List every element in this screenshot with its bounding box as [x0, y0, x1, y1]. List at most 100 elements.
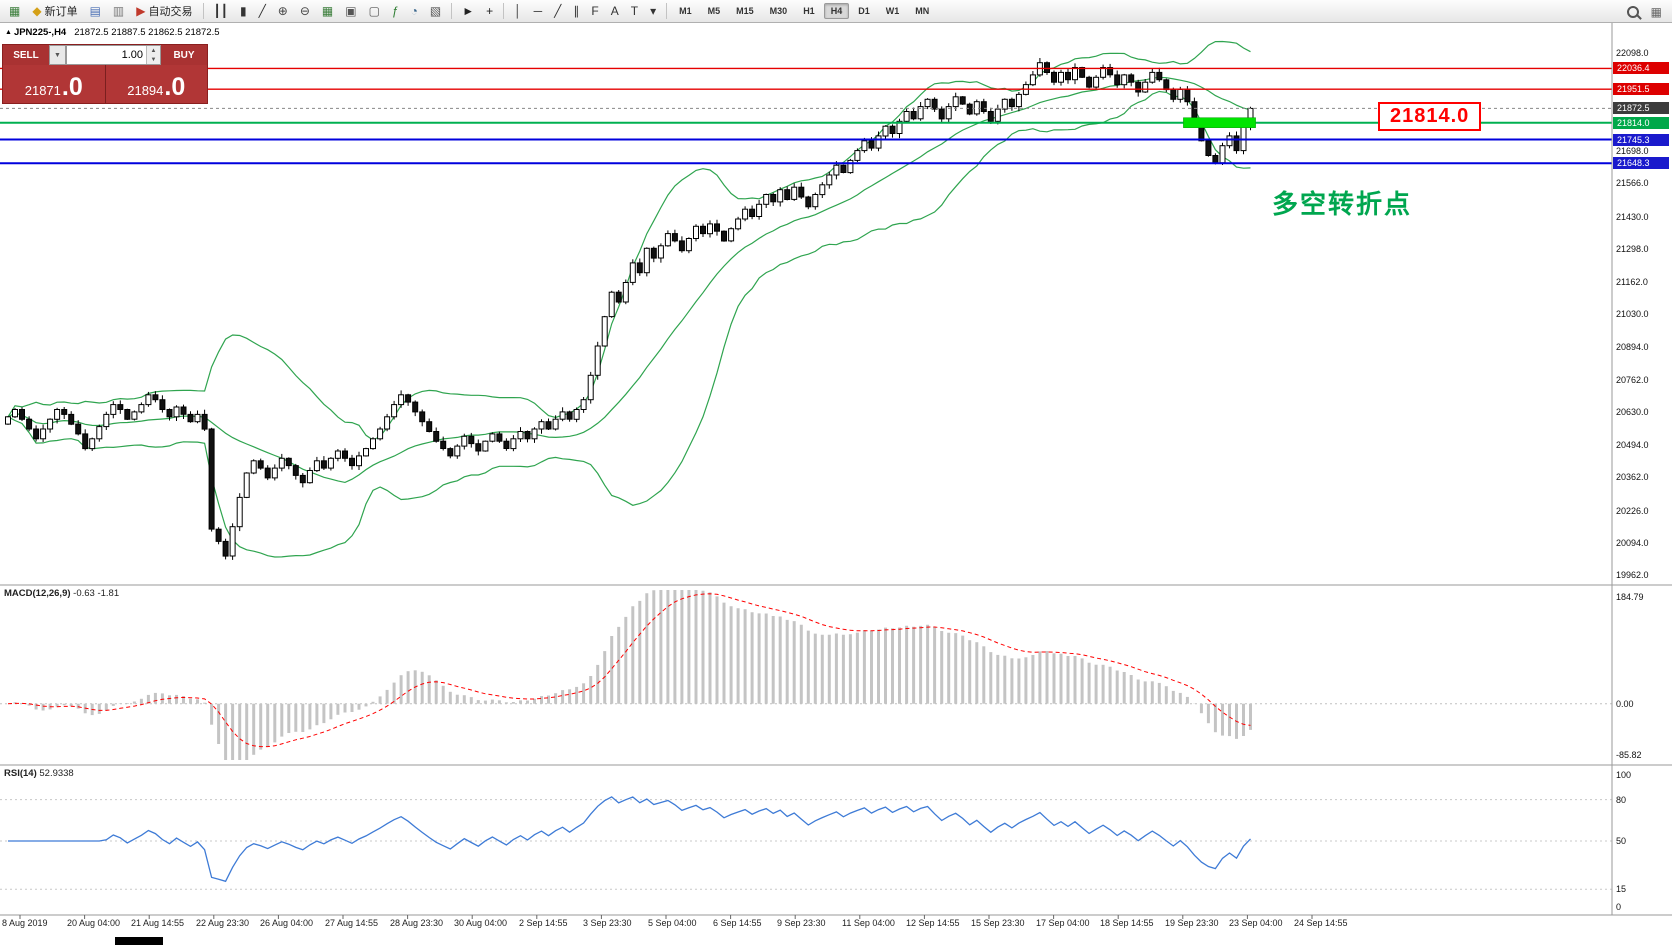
- price-axis-label: 21698.0: [1616, 146, 1649, 156]
- horizontal-line-button[interactable]: ─: [529, 1, 548, 22]
- rsi-axis-label: 100: [1616, 770, 1632, 780]
- price-axis-label: 21162.0: [1616, 277, 1648, 287]
- fibonacci-button[interactable]: F: [586, 1, 603, 22]
- tile-windows-button[interactable]: ▦: [317, 1, 338, 22]
- shapes-dropdown-button[interactable]: ▾: [645, 1, 661, 22]
- price-callout-box[interactable]: 21814.0: [1378, 102, 1482, 131]
- line-chart-icon: ╱: [258, 4, 266, 18]
- timeframe-mn-button[interactable]: MN: [915, 6, 930, 16]
- timeframe-m15-button[interactable]: M15: [736, 6, 754, 16]
- sell-price-main: 21871: [24, 83, 61, 98]
- arrange-windows-icon: ▢: [368, 4, 380, 18]
- timeframe-w1-button[interactable]: W1: [885, 6, 900, 16]
- terminal-button[interactable]: ▦: [4, 1, 25, 22]
- search-icon: [1626, 5, 1639, 18]
- spinner-up-icon[interactable]: ▲: [147, 46, 160, 55]
- price-tag: 22036.4: [1613, 62, 1669, 74]
- channel-button[interactable]: ∥: [568, 1, 584, 22]
- indicators-button[interactable]: ƒ: [387, 1, 404, 22]
- time-axis-label: 30 Aug 04:00: [454, 918, 508, 928]
- price-axis-label: 21430.0: [1616, 212, 1649, 222]
- ohlc-values: 21872.5 21887.5 21862.5 21872.5: [74, 27, 220, 38]
- bar-chart-button[interactable]: ┃┃: [209, 1, 233, 22]
- buy-price-pips: .0: [164, 73, 186, 101]
- volume-input[interactable]: [67, 46, 146, 64]
- vertical-line-icon: │: [514, 4, 522, 18]
- arrow-tool-icon: T: [630, 4, 639, 18]
- horizontal-line-icon: ─: [533, 4, 543, 18]
- candlestick-chart-button[interactable]: ▮: [235, 1, 252, 22]
- timeframe-m30-button[interactable]: M30: [769, 6, 788, 16]
- price-axis-label: 21298.0: [1616, 244, 1649, 254]
- text-label-button[interactable]: A: [606, 1, 624, 22]
- search-button[interactable]: [1622, 1, 1644, 22]
- timeframe-h1-button[interactable]: H1: [803, 6, 815, 16]
- zoom-in-button[interactable]: ⊕: [273, 1, 293, 22]
- price-axis-label: 20762.0: [1616, 375, 1649, 385]
- time-axis-label: 26 Aug 04:00: [260, 918, 314, 928]
- time-axis-label: 20 Aug 04:00: [67, 918, 121, 928]
- templates-icon: ▧: [429, 4, 442, 18]
- macd-axis-label: -85.82: [1616, 750, 1642, 760]
- buy-button[interactable]: BUY: [161, 45, 207, 65]
- scrollbar-thumb[interactable]: [115, 937, 163, 945]
- auto-trading-button[interactable]: ▶ 自动交易: [131, 1, 197, 22]
- spinner-down-icon[interactable]: ▼: [147, 55, 160, 64]
- chart-list-button[interactable]: ▥: [108, 1, 129, 22]
- timeframe-d1-button[interactable]: D1: [858, 6, 870, 16]
- toolbar-separator: [666, 3, 668, 19]
- time-axis-label: 23 Sep 04:00: [1229, 918, 1283, 928]
- zoom-out-button[interactable]: ⊖: [295, 1, 315, 22]
- arrow-tool-button[interactable]: T: [626, 1, 643, 22]
- line-chart-button[interactable]: ╱: [254, 1, 271, 22]
- toolbar-right-group: ▦: [1621, 1, 1668, 22]
- templates-button[interactable]: ▧: [425, 1, 446, 22]
- price-callout-text: 21814.0: [1390, 105, 1470, 127]
- sell-price-pips: .0: [61, 73, 83, 101]
- turning-point-label[interactable]: 多空转折点: [1272, 189, 1413, 219]
- arrange-windows-button[interactable]: ▢: [364, 1, 385, 22]
- time-axis-label: 12 Sep 14:55: [906, 918, 960, 928]
- shapes-dropdown-icon: ▾: [650, 4, 657, 18]
- indicators-icon: ƒ: [391, 4, 399, 18]
- new-order-button[interactable]: ◆ 新订单: [27, 1, 82, 22]
- cascade-windows-button[interactable]: ▣: [340, 1, 361, 22]
- trendline-button[interactable]: ╱: [549, 1, 566, 22]
- price-axis-label: 21566.0: [1616, 178, 1649, 188]
- channel-icon: ∥: [573, 4, 580, 18]
- rsi-title: RSI(14): [4, 768, 37, 779]
- time-axis-label: 27 Aug 14:55: [325, 918, 379, 928]
- bottom-scrollbar[interactable]: [0, 933, 1672, 951]
- layout-button[interactable]: ▦: [1646, 1, 1667, 22]
- timeframe-h4-button[interactable]: H4: [823, 3, 850, 19]
- buy-price-button[interactable]: 21894.0: [105, 65, 207, 103]
- cursor-button[interactable]: ►: [457, 1, 479, 22]
- one-click-trading-panel: SELL ▼ ▲▼ BUY 21871.0 21894.0: [2, 44, 208, 104]
- toolbar-separator: [503, 3, 505, 19]
- time-axis-label: 28 Aug 23:30: [390, 918, 444, 928]
- timeframe-m1-button[interactable]: M1: [679, 6, 692, 16]
- profiles-icon: ▤: [89, 4, 101, 18]
- time-axis-label: 6 Sep 14:55: [713, 918, 762, 928]
- layout-icon: ▦: [1650, 4, 1662, 19]
- periods-button[interactable]: ◔: [406, 1, 423, 22]
- sell-price-button[interactable]: 21871.0: [3, 65, 105, 103]
- bar-chart-icon: ┃┃: [213, 4, 228, 18]
- profiles-button[interactable]: ▤: [85, 1, 106, 22]
- volume-spinner[interactable]: ▲ ▼: [146, 46, 160, 64]
- sell-button[interactable]: SELL: [3, 45, 49, 65]
- fibonacci-icon: F: [591, 4, 599, 18]
- terminal-icon: ▦: [9, 4, 21, 18]
- crosshair-button[interactable]: +: [481, 1, 498, 22]
- vertical-line-button[interactable]: │: [509, 1, 527, 22]
- time-axis-label: 22 Aug 23:30: [196, 918, 250, 928]
- time-axis-label: 15 Sep 23:30: [971, 918, 1025, 928]
- price-tag: 21951.5: [1613, 83, 1669, 95]
- timeframe-m5-button[interactable]: M5: [707, 6, 721, 16]
- price-axis-label: 20894.0: [1616, 342, 1649, 352]
- time-axis-label: 18 Sep 14:55: [1100, 918, 1154, 928]
- volume-dropdown-icon[interactable]: ▼: [49, 45, 66, 65]
- rsi-axis-label: 50: [1616, 836, 1627, 846]
